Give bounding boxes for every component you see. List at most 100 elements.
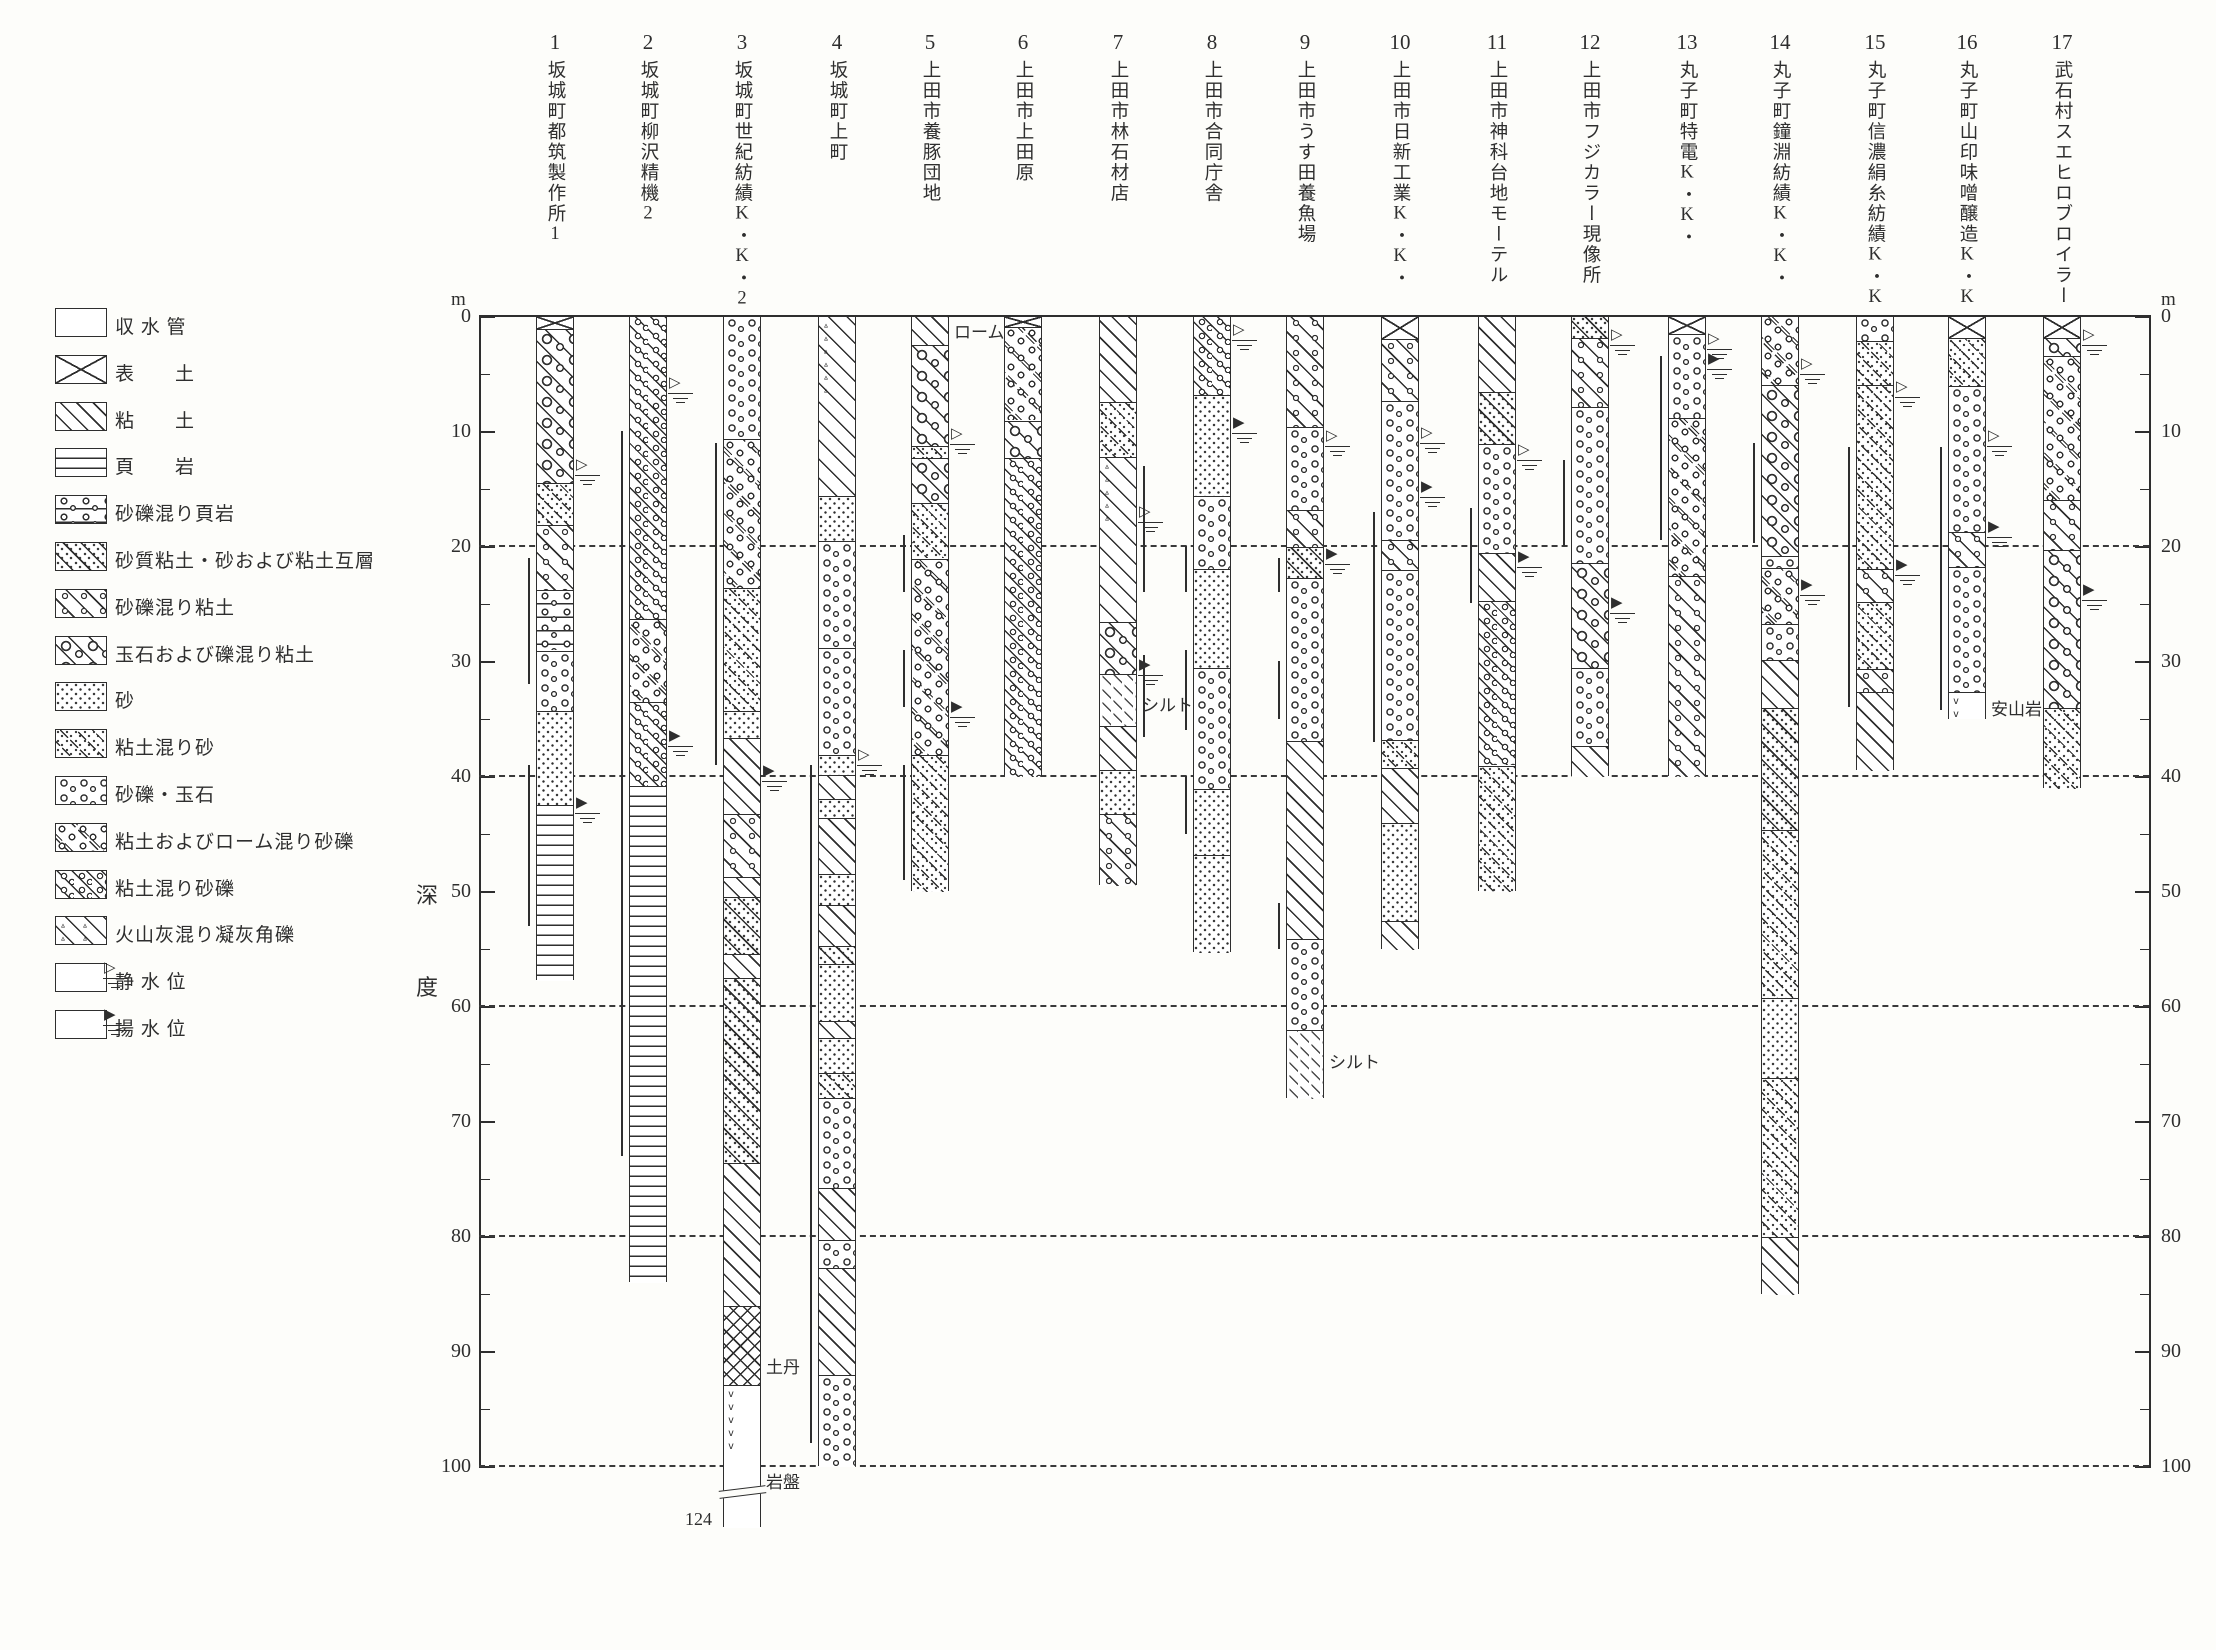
stratum-gravel_boulder bbox=[1572, 667, 1608, 746]
static-water-level-icon: ▷ bbox=[1987, 428, 2017, 460]
annotation-土丹: 土丹 bbox=[766, 1357, 800, 1377]
stratum-sand bbox=[819, 755, 855, 775]
axis-tick bbox=[481, 1121, 495, 1123]
borehole-column bbox=[1856, 316, 1894, 772]
legend-item-sandy_clay_alt: 砂質粘土・砂および粘土互層 bbox=[55, 542, 475, 576]
stratum-clay bbox=[819, 774, 855, 799]
borehole-number: 5 bbox=[924, 30, 936, 54]
legend-item-static_wl: ▷ 静 水 位 bbox=[55, 960, 475, 997]
water-line bbox=[2087, 349, 2102, 351]
legend-item-sand: 砂 bbox=[55, 682, 475, 716]
legend-item-clay: 粘 土 bbox=[55, 401, 475, 436]
stratum-gravel_boulder bbox=[1949, 386, 1985, 533]
water-line bbox=[673, 398, 688, 400]
legend-item-pumped_wl: ▶ 揚 水 位 bbox=[55, 1008, 475, 1044]
legend-item-boulder_clay: 玉石および礫混り粘土 bbox=[55, 635, 475, 670]
collection-pipe-line bbox=[810, 764, 813, 1443]
water-line bbox=[1240, 349, 1249, 351]
annotation-シルト: シルト bbox=[1329, 1052, 1380, 1072]
water-line bbox=[2082, 600, 2107, 602]
borehole-column bbox=[1381, 316, 1419, 950]
axis-unit-label: m bbox=[451, 289, 466, 310]
axis-tick-label: 20 bbox=[451, 535, 471, 557]
collection-pipe-line bbox=[1185, 776, 1188, 834]
static-water-level-icon: ▷ bbox=[1232, 322, 1262, 354]
borehole-column bbox=[1478, 316, 1516, 892]
pumped-water-level-icon: ▶ bbox=[1610, 594, 1640, 627]
pumped-water-level-icon: ▶ bbox=[1895, 557, 1925, 589]
pumped-wl-icon bbox=[55, 1010, 107, 1039]
borehole-column bbox=[536, 316, 574, 981]
water-line bbox=[1330, 450, 1345, 452]
water-line bbox=[1808, 604, 1817, 606]
axis-tick-label: 60 bbox=[451, 995, 471, 1017]
pumped-water-level-icon: ▶ bbox=[1707, 350, 1737, 383]
static-water-level-icon: ▷ bbox=[668, 376, 698, 407]
stratum-sand bbox=[819, 964, 855, 1021]
water-line bbox=[862, 769, 877, 771]
collection-pipe-line bbox=[1185, 649, 1188, 730]
axis-tick-label: 100 bbox=[441, 1455, 471, 1477]
collection-pipe-line bbox=[1185, 546, 1188, 592]
legend-label: 静 水 位 bbox=[115, 972, 187, 994]
stratum-boulder_clay bbox=[912, 344, 948, 446]
borehole-name: 丸子町信濃絹糸紡績K・K・ bbox=[1865, 60, 1885, 330]
stratum-clay bbox=[1762, 1237, 1798, 1295]
pumped-water-level-icon: ▶ bbox=[1800, 578, 1830, 609]
stratum-boulder_clay bbox=[1005, 420, 1041, 459]
water-line bbox=[958, 452, 967, 454]
water-line bbox=[1712, 354, 1727, 356]
water-line bbox=[955, 448, 970, 450]
water-line bbox=[1240, 442, 1249, 444]
stratum-tuff_breccia: ▵ ▵ ▵ ▵ ▵ ▵ bbox=[819, 317, 855, 497]
stratum-sand bbox=[1194, 568, 1230, 668]
borehole-column bbox=[629, 316, 667, 1283]
water-flag-icon: ▷ bbox=[1708, 331, 1720, 348]
legend-item-clay_gravel: 粘土混り砂礫 bbox=[55, 869, 475, 904]
stratum-silt bbox=[1287, 1030, 1323, 1099]
axis-tick-label: 70 bbox=[2161, 1110, 2181, 1132]
water-line bbox=[1995, 545, 2004, 547]
pumped-water-level-icon: ▶ bbox=[1138, 657, 1168, 689]
water-line bbox=[580, 479, 595, 481]
stratum-clay bbox=[724, 1163, 760, 1306]
water-flag-icon: ▷ bbox=[104, 960, 116, 977]
collection-pipe-line bbox=[903, 534, 906, 592]
stratum-sandy_clay_alt bbox=[724, 978, 760, 1164]
water-flag-icon: ▶ bbox=[1611, 594, 1623, 611]
stratum-boulder_clay bbox=[1100, 621, 1136, 674]
stratum-gravel_clay bbox=[1287, 317, 1323, 428]
stratum-gravel_clay bbox=[1669, 575, 1705, 777]
stratum-topsoil bbox=[1382, 317, 1418, 339]
stratum-clay_sand bbox=[912, 445, 948, 459]
legend-label: 玉石および礫混り粘土 bbox=[115, 644, 316, 666]
water-line bbox=[1237, 345, 1252, 347]
axis-tick-label: 90 bbox=[451, 1340, 471, 1362]
axis-tick-label: 30 bbox=[451, 650, 471, 672]
water-flag-icon: ▷ bbox=[1233, 322, 1245, 339]
stratum-sand bbox=[537, 711, 573, 805]
borehole-number: 2 bbox=[642, 30, 654, 54]
water-line bbox=[1525, 575, 1534, 577]
stratum-gravel_boulder bbox=[1287, 939, 1323, 1030]
collection-pipe-line bbox=[1278, 902, 1281, 949]
stratum-gravel_shale bbox=[537, 589, 573, 651]
stratum-gravel_clay bbox=[1857, 668, 1893, 692]
water-flag-icon: ▶ bbox=[669, 728, 681, 745]
water-line bbox=[1805, 378, 1820, 380]
water-flag-icon: ▶ bbox=[1708, 350, 1720, 367]
stratum-boulder_clay bbox=[1762, 384, 1798, 557]
borehole-name: 武石村スエヒロブロイラー bbox=[2052, 60, 2072, 306]
collection-pipe-line bbox=[715, 442, 718, 765]
stratum-gravel_clay bbox=[1100, 813, 1136, 887]
collection-pipe-line bbox=[1660, 356, 1663, 541]
stratum-clay_sand bbox=[1857, 602, 1893, 669]
collection-pipe-line bbox=[1278, 661, 1281, 719]
stratum-sandy_clay_alt bbox=[1762, 708, 1798, 830]
borehole-name: 上田市神科台地モーテル bbox=[1487, 60, 1507, 286]
static-water-level-icon: ▷ bbox=[575, 457, 605, 489]
axis-tick bbox=[481, 431, 495, 433]
borehole-name: 坂城町世紀紡績K・K・2 bbox=[732, 60, 752, 311]
